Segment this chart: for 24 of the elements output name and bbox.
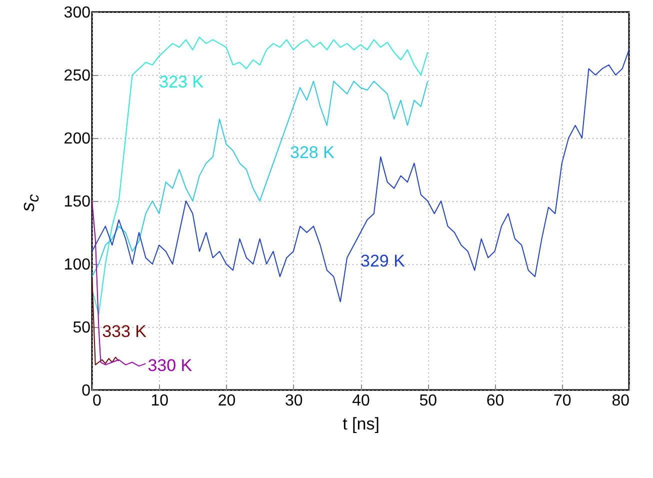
x-tick-label: 70: [553, 392, 572, 410]
x-tick-label: 40: [352, 392, 370, 410]
series-label: 328 K: [290, 143, 336, 162]
y-tick-label: 200: [64, 130, 91, 148]
y-tick-label: 150: [64, 194, 91, 210]
x-tick-label: 10: [150, 392, 169, 410]
series-label: 330 K: [148, 356, 193, 376]
line-series: [92, 36, 428, 315]
y-tick-label: 250: [64, 68, 91, 84]
x-tick-label: 50: [419, 392, 438, 410]
x-tick-label: 20: [218, 392, 236, 410]
line-series: [92, 200, 146, 367]
x-tick-label: 60: [486, 392, 504, 410]
y-tick-label: 100: [64, 256, 91, 274]
x-axis-title: t [ns]: [342, 414, 380, 434]
series-label: 323 K: [159, 72, 204, 92]
line-series: [92, 49, 629, 302]
x-tick-label: 80: [612, 392, 630, 410]
x-tick-label: 0: [92, 392, 102, 410]
y-tick-label: 300: [64, 4, 91, 22]
x-tick-label: 30: [284, 392, 303, 410]
series-label: 329 K: [360, 251, 406, 270]
y-tick-label: 50: [72, 320, 91, 336]
series-label: 333 K: [102, 322, 148, 342]
